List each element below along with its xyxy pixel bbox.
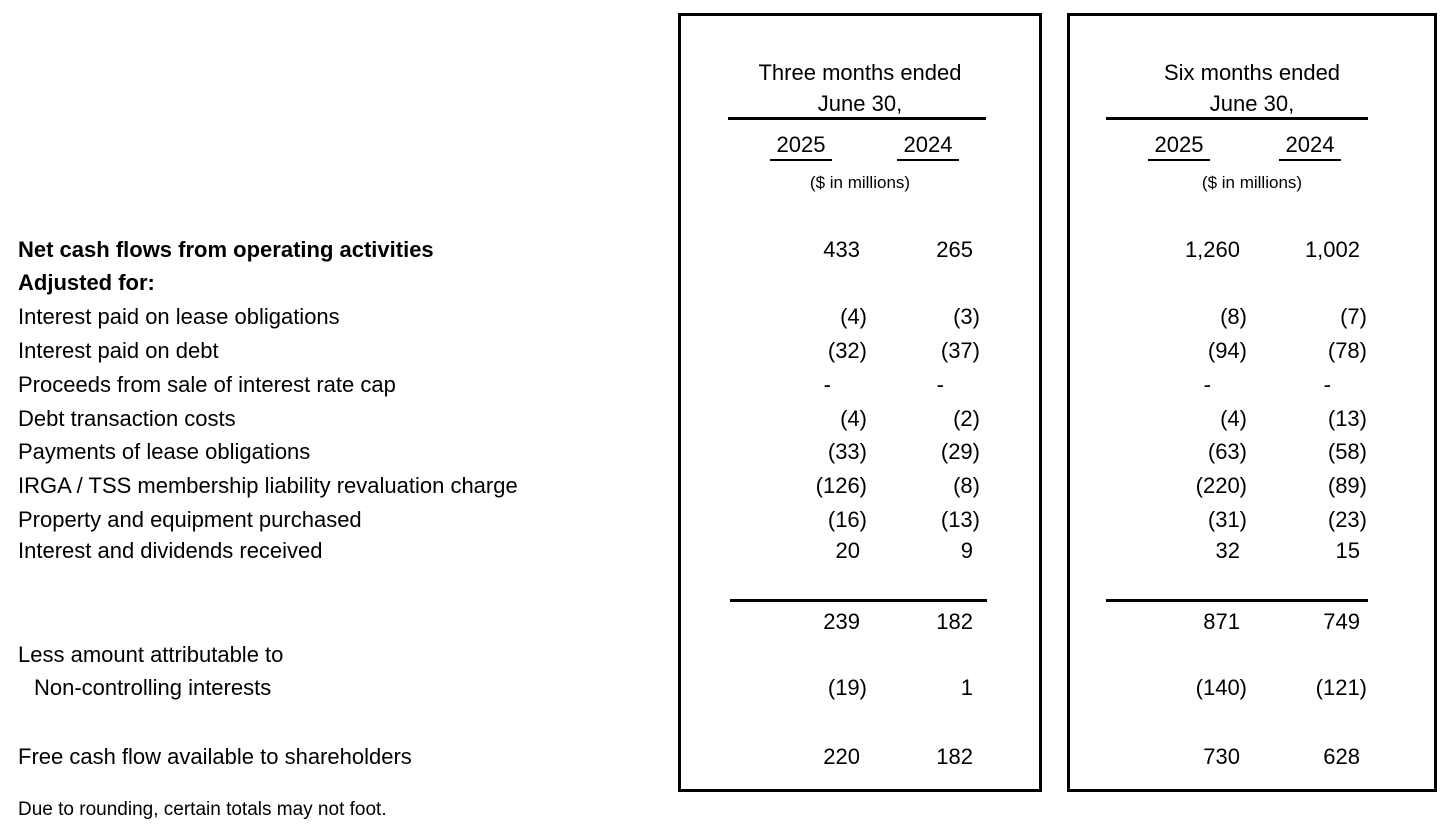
value-cell: 1,002 — [1304, 237, 1360, 262]
value-cell: 239 — [823, 609, 860, 634]
row-free-cash-flow: Free cash flow available to shareholders… — [0, 740, 1456, 774]
six-months-box — [1067, 13, 1437, 792]
row-less-amount-attributable: Less amount attributable to — [0, 638, 1456, 672]
row-property-equipment: Property and equipment purchased (16) (1… — [0, 503, 1456, 537]
row-label: Payments of lease obligations — [18, 439, 311, 464]
six-months-title-line1: Six months ended — [1163, 60, 1341, 85]
three-months-year-2025: 2025 — [770, 133, 832, 161]
six-months-header-rule — [1106, 117, 1368, 120]
six-months-subtotal-rule — [1106, 599, 1368, 602]
row-debt-transaction-costs: Debt transaction costs (4) (2) (4) (13) — [0, 402, 1456, 436]
value-cell: 220 — [823, 744, 860, 769]
three-months-header-rule — [728, 117, 986, 120]
value-cell: (32) — [827, 338, 867, 363]
value-cell: (4) — [840, 304, 867, 329]
value-cell: 433 — [823, 237, 860, 262]
value-cell: (8) — [1220, 304, 1247, 329]
value-cell: (37) — [940, 338, 980, 363]
row-irga-tss-revaluation: IRGA / TSS membership liability revaluat… — [0, 469, 1456, 503]
value-cell: (58) — [1327, 439, 1367, 464]
value-cell: 730 — [1203, 744, 1240, 769]
row-adjusted-for: Adjusted for: — [0, 266, 1456, 300]
row-interest-dividends-received: Interest and dividends received 20 9 32 … — [0, 534, 1456, 568]
value-cell: 1,260 — [1184, 237, 1240, 262]
value-cell: 182 — [936, 609, 973, 634]
row-non-controlling-interests: Non-controlling interests (19) 1 (140) (… — [0, 671, 1456, 705]
three-months-units-note: ($ in millions) — [809, 173, 911, 192]
value-cell: 265 — [936, 237, 973, 262]
row-label: Property and equipment purchased — [18, 507, 362, 532]
value-cell: (31) — [1207, 507, 1247, 532]
row-payments-lease: Payments of lease obligations (33) (29) … — [0, 435, 1456, 469]
three-months-title: Three months ended June 30, — [678, 57, 1042, 119]
value-cell: 20 — [835, 538, 860, 563]
row-label: Interest paid on debt — [18, 338, 219, 363]
row-label: Adjusted for: — [18, 270, 155, 295]
row-label: Debt transaction costs — [18, 406, 236, 431]
three-months-year-2024: 2024 — [897, 133, 959, 161]
value-cell: 628 — [1323, 744, 1360, 769]
six-months-year-2025: 2025 — [1148, 133, 1210, 161]
value-cell: (63) — [1207, 439, 1247, 464]
value-cell: (220) — [1195, 473, 1247, 498]
value-cell: (29) — [940, 439, 980, 464]
row-label: Less amount attributable to — [18, 642, 284, 667]
six-months-title: Six months ended June 30, — [1067, 57, 1437, 119]
value-cell: (33) — [827, 439, 867, 464]
six-months-title-line2: June 30, — [1209, 91, 1295, 116]
value-cell: 9 — [960, 538, 973, 563]
value-cell: - — [1203, 372, 1211, 397]
value-cell: (13) — [1327, 406, 1367, 431]
value-cell: - — [936, 372, 944, 397]
value-cell: 871 — [1203, 609, 1240, 634]
six-months-year-2024: 2024 — [1279, 133, 1341, 161]
row-label: Interest and dividends received — [18, 538, 323, 563]
value-cell: (78) — [1327, 338, 1367, 363]
value-cell: (4) — [840, 406, 867, 431]
row-label: Net cash flows from operating activities — [18, 237, 434, 262]
value-cell: (140) — [1195, 675, 1247, 700]
value-cell: (7) — [1340, 304, 1367, 329]
value-cell: - — [823, 372, 831, 397]
value-cell: (8) — [953, 473, 980, 498]
three-months-box — [678, 13, 1042, 792]
value-cell: (126) — [815, 473, 867, 498]
row-interest-paid-lease: Interest paid on lease obligations (4) (… — [0, 300, 1456, 334]
value-cell: (16) — [827, 507, 867, 532]
three-months-title-line2: June 30, — [817, 91, 903, 116]
value-cell: (121) — [1315, 675, 1367, 700]
value-cell: (19) — [827, 675, 867, 700]
row-label: Free cash flow available to shareholders — [18, 744, 412, 769]
value-cell: (23) — [1327, 507, 1367, 532]
value-cell: (94) — [1207, 338, 1247, 363]
row-proceeds-rate-cap: Proceeds from sale of interest rate cap … — [0, 368, 1456, 402]
value-cell: 182 — [936, 744, 973, 769]
value-cell: 1 — [960, 675, 973, 700]
row-label: Non-controlling interests — [34, 675, 272, 700]
row-label: Interest paid on lease obligations — [18, 304, 340, 329]
value-cell: 15 — [1335, 538, 1360, 563]
six-months-units-note: ($ in millions) — [1201, 173, 1303, 192]
value-cell: (2) — [953, 406, 980, 431]
rounding-footnote: Due to rounding, certain totals may not … — [18, 799, 387, 820]
value-cell: 749 — [1323, 609, 1360, 634]
row-label: Proceeds from sale of interest rate cap — [18, 372, 396, 397]
value-cell: (13) — [940, 507, 980, 532]
three-months-subtotal-rule — [730, 599, 987, 602]
row-interest-paid-debt: Interest paid on debt (32) (37) (94) (78… — [0, 334, 1456, 368]
value-cell: 32 — [1215, 538, 1240, 563]
row-subtotal: 239 182 871 749 — [0, 605, 1456, 639]
row-label: IRGA / TSS membership liability revaluat… — [18, 473, 518, 498]
value-cell: (4) — [1220, 406, 1247, 431]
three-months-title-line1: Three months ended — [758, 60, 962, 85]
value-cell: - — [1323, 372, 1331, 397]
row-net-cash-operating: Net cash flows from operating activities… — [0, 233, 1456, 267]
value-cell: (89) — [1327, 473, 1367, 498]
value-cell: (3) — [953, 304, 980, 329]
